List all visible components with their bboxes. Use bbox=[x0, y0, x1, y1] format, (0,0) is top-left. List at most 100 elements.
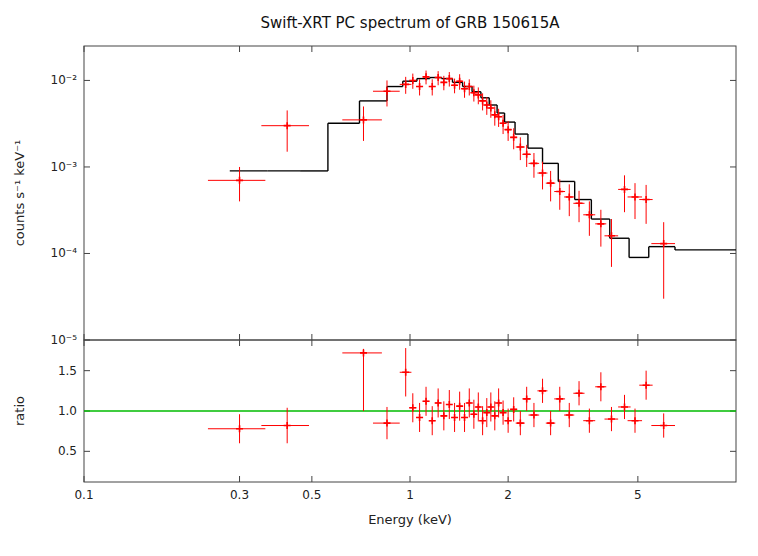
data-point bbox=[360, 116, 367, 123]
x-tick bbox=[84, 334, 85, 340]
y-error-bar bbox=[663, 222, 664, 299]
y-error-bar bbox=[287, 110, 288, 151]
data-point bbox=[621, 403, 628, 410]
data-point bbox=[510, 134, 517, 141]
data-point bbox=[660, 422, 667, 429]
data-point bbox=[402, 81, 409, 88]
data-point bbox=[446, 401, 453, 408]
x-tick bbox=[637, 340, 638, 346]
plot-area bbox=[84, 348, 736, 443]
y-axis-label: counts s⁻¹ keV⁻¹ bbox=[12, 140, 27, 247]
y-tick bbox=[84, 253, 90, 254]
data-point bbox=[500, 409, 507, 416]
data-point bbox=[466, 83, 473, 90]
data-point bbox=[440, 79, 447, 86]
y-axis-label: ratio bbox=[12, 396, 27, 426]
data-point bbox=[446, 75, 453, 82]
data-point bbox=[660, 240, 667, 247]
data-point bbox=[556, 188, 563, 195]
x-tick bbox=[239, 340, 240, 346]
data-point bbox=[621, 186, 628, 193]
data-point bbox=[510, 406, 517, 413]
x-tick bbox=[84, 340, 85, 346]
x-tick-label: 0.1 bbox=[74, 488, 93, 502]
x-axis-label: Energy (keV) bbox=[368, 512, 452, 527]
data-point bbox=[429, 417, 436, 424]
x-tick bbox=[410, 46, 411, 52]
y-error-bar bbox=[363, 106, 364, 140]
data-point bbox=[416, 414, 423, 421]
model-step bbox=[528, 147, 543, 148]
y-tick bbox=[84, 451, 90, 452]
data-point bbox=[466, 399, 473, 406]
model-step-riser bbox=[527, 134, 528, 148]
x-tick-label: 2 bbox=[504, 488, 512, 502]
data-point bbox=[608, 232, 615, 239]
model-step-riser bbox=[591, 200, 592, 219]
data-point bbox=[517, 144, 524, 151]
data-point bbox=[547, 180, 554, 187]
data-point bbox=[495, 399, 502, 406]
data-point bbox=[495, 113, 502, 120]
data-point bbox=[586, 211, 593, 218]
y-error-bar bbox=[589, 201, 590, 235]
data-point bbox=[643, 196, 650, 203]
y-error-bar bbox=[624, 175, 625, 212]
model-step bbox=[267, 170, 300, 171]
data-point bbox=[284, 422, 291, 429]
data-point bbox=[597, 220, 604, 227]
y-tick bbox=[730, 253, 736, 254]
data-point bbox=[284, 122, 291, 129]
data-point bbox=[608, 416, 615, 423]
data-point bbox=[461, 414, 468, 421]
y-tick-label: 10⁻⁴ bbox=[51, 246, 78, 260]
x-tick bbox=[84, 476, 85, 482]
x-tick bbox=[239, 46, 240, 52]
x-tick bbox=[410, 476, 411, 482]
data-point bbox=[451, 414, 458, 421]
data-point bbox=[456, 78, 463, 85]
data-point bbox=[487, 403, 494, 410]
data-point bbox=[597, 383, 604, 390]
x-tick bbox=[637, 46, 638, 52]
y-tick-label: 1.5 bbox=[58, 364, 77, 378]
x-tick bbox=[239, 476, 240, 482]
model-step-riser bbox=[648, 247, 649, 258]
reference-line bbox=[84, 410, 736, 412]
model-step bbox=[328, 123, 360, 124]
data-point bbox=[360, 349, 367, 356]
data-point bbox=[632, 193, 639, 200]
data-point bbox=[416, 83, 423, 90]
x-tick bbox=[508, 334, 509, 340]
y-tick-label: 0.5 bbox=[58, 444, 77, 458]
data-point bbox=[487, 105, 494, 112]
x-tick bbox=[239, 334, 240, 340]
data-point bbox=[530, 412, 537, 419]
data-point bbox=[643, 382, 650, 389]
data-point bbox=[539, 170, 546, 177]
y-tick-label: 1.0 bbox=[58, 404, 77, 418]
data-point bbox=[423, 398, 430, 405]
model-step bbox=[610, 238, 629, 239]
y-tick bbox=[730, 166, 736, 167]
y-error-bar bbox=[363, 349, 364, 411]
y-tick bbox=[84, 370, 90, 371]
data-point bbox=[402, 369, 409, 376]
y-error-bar bbox=[600, 210, 601, 247]
data-point bbox=[566, 412, 573, 419]
y-error-bar bbox=[646, 185, 647, 224]
x-tick-label: 1 bbox=[406, 488, 414, 502]
x-tick bbox=[508, 476, 509, 482]
title: Swift-XRT PC spectrum of GRB 150615A bbox=[261, 14, 561, 32]
model-step bbox=[675, 249, 736, 250]
model-step-riser bbox=[504, 113, 505, 122]
data-point bbox=[236, 425, 243, 432]
model-step-riser bbox=[542, 148, 543, 163]
x-tick bbox=[311, 334, 312, 340]
data-point bbox=[475, 403, 482, 410]
data-point bbox=[505, 126, 512, 133]
data-point bbox=[409, 404, 416, 411]
data-point bbox=[576, 390, 583, 397]
y-tick-label: 10⁻² bbox=[51, 73, 78, 87]
model-step bbox=[543, 163, 559, 164]
